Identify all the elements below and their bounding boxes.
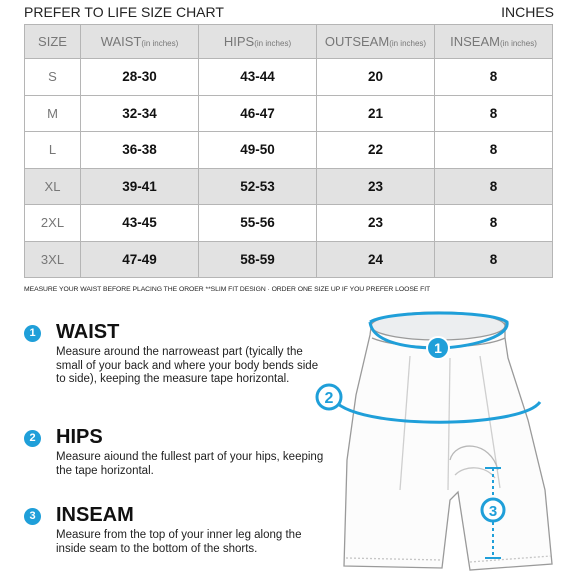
shorts-diagram: 1 2 3 (315, 311, 553, 571)
outseam-cell: 23 (316, 204, 435, 242)
inseam-cell: 8 (434, 58, 553, 96)
size-cell: S (24, 58, 81, 96)
col-header-inseam: INSEAM(in inches) (434, 24, 553, 59)
table-row: M 32-34 46-47 21 8 (24, 94, 553, 132)
inseam-title: INSEAM (56, 504, 134, 526)
inseam-number-badge: 3 (24, 508, 41, 525)
size-cell: 3XL (24, 240, 81, 278)
outseam-cell: 22 (316, 131, 435, 169)
waist-cell: 36-38 (80, 131, 199, 169)
col-header-size: SIZE (24, 24, 81, 59)
size-cell: XL (24, 167, 81, 205)
table-row: XL 39-41 52-53 23 8 (24, 167, 553, 205)
marker-2-label: 2 (325, 390, 334, 407)
inseam-cell: 8 (434, 94, 553, 132)
table-row: S 28-30 43-44 20 8 (24, 58, 553, 96)
waist-title: WAIST (56, 321, 120, 343)
size-chart-table: SIZE WAIST(in inches) HIPS(in inches) OU… (24, 24, 553, 278)
waist-number-badge: 1 (24, 325, 41, 342)
size-cell: L (24, 131, 81, 169)
waist-cell: 43-45 (80, 204, 199, 242)
fit-note: MEASURE YOUR WAIST BEFORE PLACING THE OR… (24, 286, 431, 293)
marker-1-label: 1 (434, 340, 442, 356)
inseam-cell: 8 (434, 167, 553, 205)
hips-cell: 55-56 (198, 204, 317, 242)
inseam-description: Measure from the top of your inner leg a… (56, 529, 302, 555)
outseam-cell: 24 (316, 240, 435, 278)
size-cell: M (24, 94, 81, 132)
col-header-outseam: OUTSEAM(in inches) (316, 24, 435, 59)
hips-description: Measure aiound the fullest part of your … (56, 451, 324, 477)
table-row: 2XL 43-45 55-56 23 8 (24, 204, 553, 242)
inseam-cell: 8 (434, 204, 553, 242)
hips-cell: 58-59 (198, 240, 317, 278)
waist-cell: 28-30 (80, 58, 199, 96)
table-row: L 36-38 49-50 22 8 (24, 131, 553, 169)
waist-cell: 47-49 (80, 240, 199, 278)
col-header-waist: WAIST(in inches) (80, 24, 199, 59)
table-header-row: SIZE WAIST(in inches) HIPS(in inches) OU… (24, 24, 553, 59)
outseam-cell: 21 (316, 94, 435, 132)
hips-cell: 46-47 (198, 94, 317, 132)
outseam-cell: 23 (316, 167, 435, 205)
inseam-cell: 8 (434, 131, 553, 169)
outseam-cell: 20 (316, 58, 435, 96)
chart-title: PREFER TO LIFE SIZE CHART (24, 4, 224, 20)
measure-tapes (330, 311, 542, 559)
size-cell: 2XL (24, 204, 81, 242)
marker-3-label: 3 (489, 503, 497, 520)
marker-waist: 1 (426, 336, 450, 360)
hips-title: HIPS (56, 426, 103, 448)
hips-cell: 43-44 (198, 58, 317, 96)
hips-number-badge: 2 (24, 430, 41, 447)
marker-inseam: 3 (480, 497, 506, 523)
chart-header: PREFER TO LIFE SIZE CHART INCHES (24, 4, 554, 20)
waist-description: Measure around the narroweast part (tyic… (56, 346, 319, 385)
table-row: 3XL 47-49 58-59 24 8 (24, 240, 553, 278)
waist-cell: 39-41 (80, 167, 199, 205)
waist-cell: 32-34 (80, 94, 199, 132)
marker-hips: 2 (315, 383, 343, 411)
col-header-hips: HIPS(in inches) (198, 24, 317, 59)
hips-cell: 52-53 (198, 167, 317, 205)
hips-cell: 49-50 (198, 131, 317, 169)
units-label: INCHES (501, 4, 554, 20)
inseam-cell: 8 (434, 240, 553, 278)
